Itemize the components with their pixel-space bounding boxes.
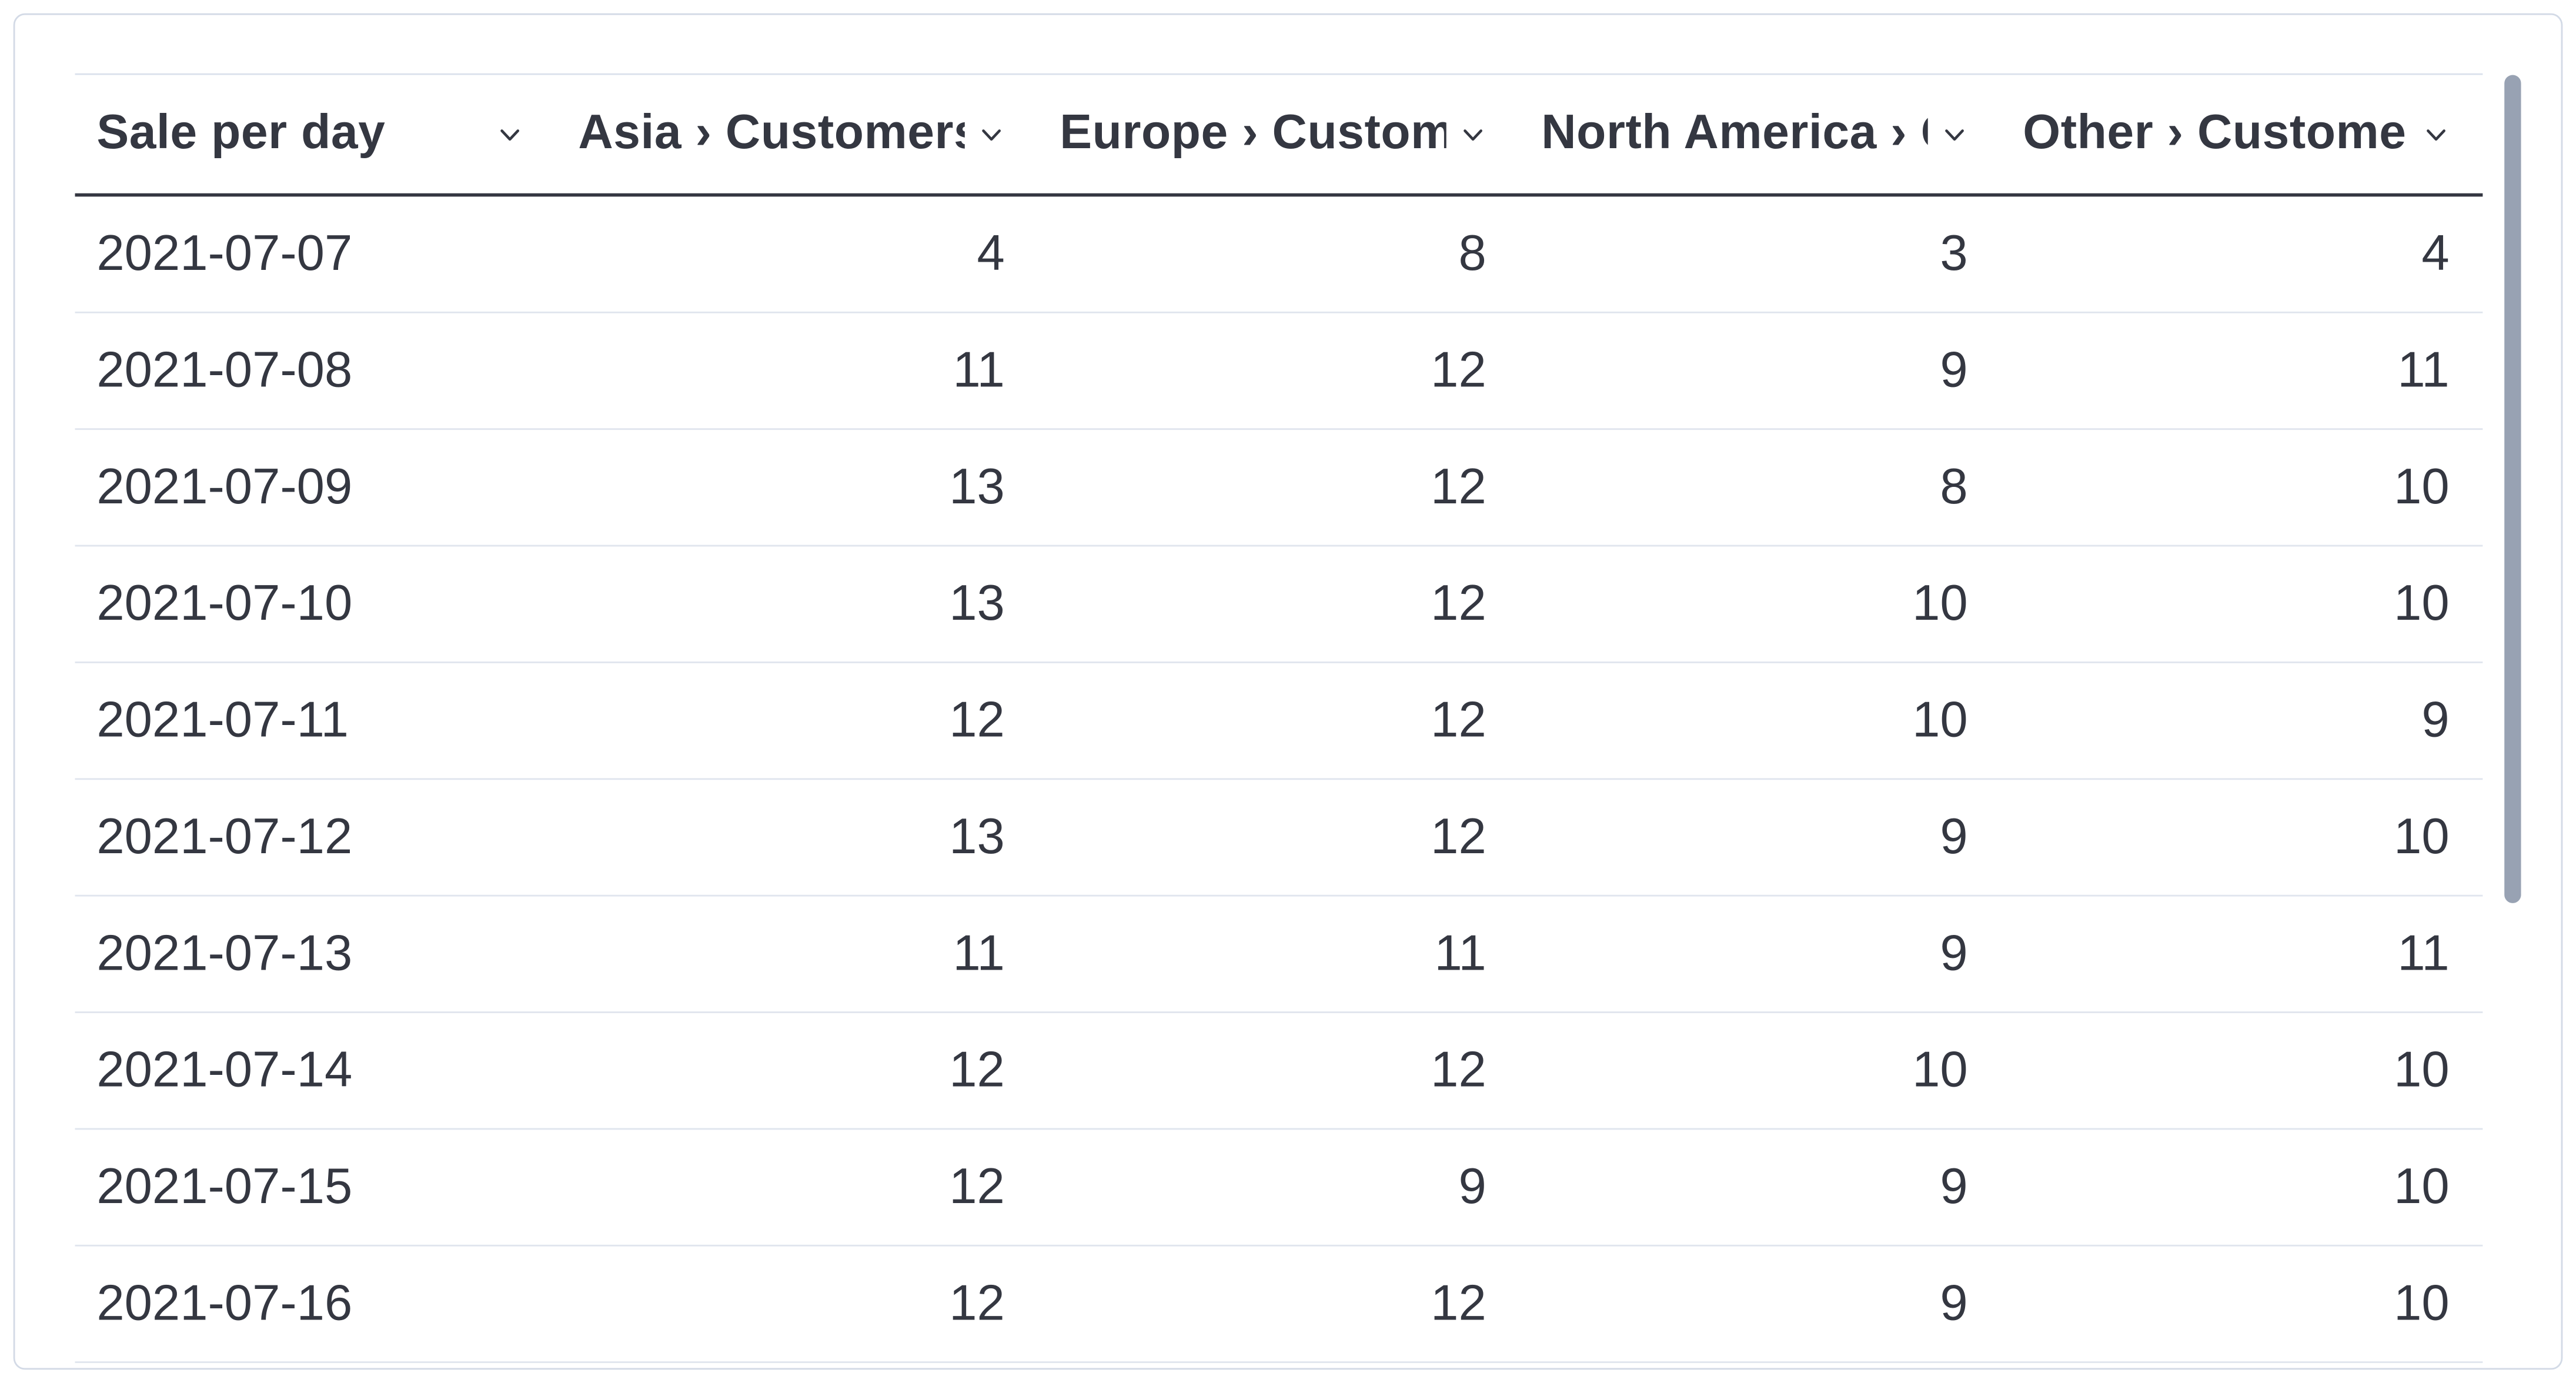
cell-value: 9 bbox=[1940, 1275, 1968, 1331]
chevron-down-icon bbox=[496, 121, 523, 147]
cell-value: 12 bbox=[949, 692, 1005, 747]
cell-value: 12 bbox=[1431, 1275, 1486, 1331]
column-header-label: Europe › Customers bbox=[1060, 106, 1446, 161]
cell-value: 10 bbox=[2394, 459, 2450, 515]
cell-value: 11 bbox=[953, 342, 1005, 397]
table-row: 2021-07-07 4 8 3 4 bbox=[75, 196, 2483, 313]
column-header-label: North America › Customers bbox=[1541, 106, 1927, 161]
column-header-label: Asia › Customers bbox=[578, 106, 965, 161]
chevron-down-icon bbox=[1459, 121, 1486, 147]
cell-value: 11 bbox=[2397, 342, 2450, 397]
table-header-row: Sale per day Asia › Customers Europe › Cus… bbox=[75, 73, 2483, 197]
chevron-down-icon bbox=[1941, 121, 1967, 147]
cell-date: 2021-07-11 bbox=[96, 692, 349, 747]
cell-value: 10 bbox=[2394, 809, 2450, 864]
cell-date: 2021-07-08 bbox=[96, 342, 353, 397]
cell-value: 3 bbox=[1940, 225, 1968, 281]
column-header-asia-customers[interactable]: Asia › Customers bbox=[556, 75, 1038, 193]
table-row: 2021-07-10 13 12 10 10 bbox=[75, 546, 2483, 663]
cell-date: 2021-07-15 bbox=[96, 1158, 353, 1214]
column-header-sale-per-day[interactable]: Sale per day bbox=[75, 75, 557, 193]
table-row: 2021-07-13 11 11 9 11 bbox=[75, 897, 2483, 1013]
cell-value: 4 bbox=[977, 225, 1005, 281]
cell-value: 9 bbox=[2421, 692, 2450, 747]
cell-value: 12 bbox=[1431, 809, 1486, 864]
cell-value: 9 bbox=[1458, 1158, 1486, 1214]
column-header-north-america-customers[interactable]: North America › Customers bbox=[1519, 75, 2001, 193]
chevron-down-icon bbox=[978, 121, 1004, 147]
cell-date: 2021-07-10 bbox=[96, 576, 353, 631]
cell-value: 12 bbox=[1431, 1042, 1486, 1098]
cell-date: 2021-07-14 bbox=[96, 1042, 353, 1098]
cell-date: 2021-07-07 bbox=[96, 225, 353, 281]
table-row: 2021-07-11 12 12 10 9 bbox=[75, 663, 2483, 780]
table-row: 2021-07-14 12 12 10 10 bbox=[75, 1013, 2483, 1130]
sale-per-day-table: Sale per day Asia › Customers Europe › Cus… bbox=[75, 73, 2483, 1364]
cell-value: 12 bbox=[1431, 576, 1486, 631]
cell-value: 10 bbox=[2394, 1275, 2450, 1331]
cell-value: 8 bbox=[1458, 225, 1486, 281]
cell-value: 10 bbox=[1912, 576, 1968, 631]
cell-value: 12 bbox=[949, 1158, 1005, 1214]
cell-value: 13 bbox=[949, 576, 1005, 631]
chevron-down-icon bbox=[2423, 121, 2449, 147]
cell-value: 9 bbox=[1940, 1158, 1968, 1214]
cell-date: 2021-07-09 bbox=[96, 459, 353, 515]
cell-date: 2021-07-12 bbox=[96, 809, 353, 864]
cell-value: 13 bbox=[949, 809, 1005, 864]
column-header-other-customers[interactable]: Other › Customers bbox=[2001, 75, 2483, 193]
column-header-label: Other › Customers bbox=[2023, 106, 2409, 161]
cell-value: 11 bbox=[1434, 926, 1486, 981]
cell-date: 2021-07-16 bbox=[96, 1275, 353, 1331]
cell-value: 12 bbox=[1431, 692, 1486, 747]
cell-value: 9 bbox=[1940, 809, 1968, 864]
cell-value: 12 bbox=[1431, 342, 1486, 397]
cell-value: 10 bbox=[2394, 576, 2450, 631]
table-row: 2021-07-12 13 12 9 10 bbox=[75, 780, 2483, 897]
table-row: 2021-07-15 12 9 9 10 bbox=[75, 1130, 2483, 1247]
cell-value: 12 bbox=[949, 1275, 1005, 1331]
cell-value: 9 bbox=[1940, 926, 1968, 981]
column-header-europe-customers[interactable]: Europe › Customers bbox=[1038, 75, 1519, 193]
table-row: 2021-07-08 11 12 9 11 bbox=[75, 313, 2483, 430]
cell-value: 10 bbox=[1912, 692, 1968, 747]
table-row: 2021-07-16 12 12 9 10 bbox=[75, 1247, 2483, 1364]
cell-value: 9 bbox=[1940, 342, 1968, 397]
cell-value: 10 bbox=[2394, 1158, 2450, 1214]
table-panel: Sale per day Asia › Customers Europe › Cus… bbox=[13, 13, 2563, 1370]
cell-value: 10 bbox=[2394, 1042, 2450, 1098]
column-header-label: Sale per day bbox=[96, 106, 386, 161]
vertical-scrollbar-thumb[interactable] bbox=[2504, 75, 2521, 903]
cell-value: 11 bbox=[2397, 926, 2450, 981]
cell-value: 13 bbox=[949, 459, 1005, 515]
cell-value: 12 bbox=[1431, 459, 1486, 515]
cell-value: 8 bbox=[1940, 459, 1968, 515]
cell-date: 2021-07-13 bbox=[96, 926, 353, 981]
cell-value: 10 bbox=[1912, 1042, 1968, 1098]
table-row: 2021-07-09 13 12 8 10 bbox=[75, 430, 2483, 547]
cell-value: 4 bbox=[2421, 225, 2450, 281]
cell-value: 11 bbox=[953, 926, 1005, 981]
table-body: 2021-07-07 4 8 3 4 2021-07-08 11 12 9 11 2021-07-0… bbox=[75, 196, 2483, 1364]
cell-value: 12 bbox=[949, 1042, 1005, 1098]
